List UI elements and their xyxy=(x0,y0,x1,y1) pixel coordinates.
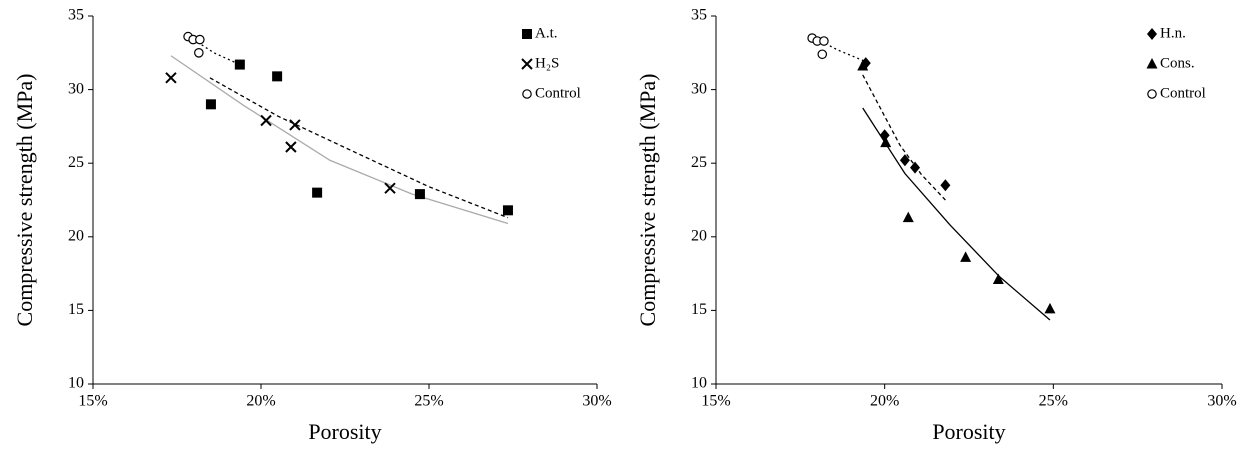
marker-square xyxy=(205,99,216,110)
x-tick-label: 15% xyxy=(78,393,107,410)
trendline xyxy=(862,74,946,201)
marker-circle xyxy=(817,49,828,60)
marker-triangle xyxy=(960,251,972,262)
legend-label: Control xyxy=(535,85,581,101)
y-tick-label: 10 xyxy=(68,375,84,392)
marker-diamond xyxy=(899,154,910,167)
y-tick-label: 25 xyxy=(68,154,84,171)
trendline xyxy=(862,107,1051,321)
marker-square xyxy=(272,71,283,82)
marker-square xyxy=(414,189,425,200)
marker-triangle xyxy=(992,273,1004,284)
marker-cross xyxy=(285,141,297,153)
y-tick-label: 15 xyxy=(691,301,707,318)
marker-diamond xyxy=(940,179,951,192)
y-tick-label: 10 xyxy=(691,375,707,392)
marker-triangle xyxy=(880,136,892,148)
legend-label: H.n. xyxy=(1160,25,1186,41)
x-tick-label: 30% xyxy=(582,393,611,410)
marker-cross xyxy=(289,119,301,131)
y-axis-label: Compressive strength (MPa) xyxy=(12,74,37,327)
y-tick-label: 30 xyxy=(691,80,707,97)
scatter-chart: 10 15 20 25 30 35 15% 20% 25% 30% Porosity Compress… xyxy=(12,7,612,444)
marker-square xyxy=(312,187,323,198)
marker-cross xyxy=(165,72,177,84)
legend-marker xyxy=(521,58,533,70)
legend-marker xyxy=(1147,89,1157,99)
trendline xyxy=(170,55,509,225)
scatter-chart: 10 15 20 25 30 35 15% 20% 25% 30% Porosity Compress… xyxy=(635,7,1237,444)
marker-circle xyxy=(819,36,829,46)
y-tick-label: 15 xyxy=(68,301,84,318)
x-tick-label: 20% xyxy=(870,393,899,410)
marker-cross xyxy=(384,182,396,194)
marker-diamond xyxy=(910,161,921,174)
x-tick-label: 25% xyxy=(414,393,443,410)
marker-triangle xyxy=(902,211,914,223)
legend-marker xyxy=(1147,28,1157,40)
legend-label: Cons. xyxy=(1160,55,1195,71)
legend-label: Control xyxy=(1160,85,1206,101)
marker-circle xyxy=(194,47,204,58)
y-tick-label: 20 xyxy=(691,227,707,244)
x-tick-label: 15% xyxy=(701,393,730,410)
marker-cross xyxy=(260,114,272,127)
legend-marker xyxy=(522,29,532,39)
marker-square xyxy=(234,59,245,70)
legend-label: A.t. xyxy=(535,25,558,41)
x-axis-label: Porosity xyxy=(308,419,381,444)
legend-marker xyxy=(1146,58,1158,69)
y-axis-label: Compressive strength (MPa) xyxy=(635,74,660,327)
marker-circle xyxy=(195,34,205,45)
y-tick-label: 35 xyxy=(691,7,707,24)
x-tick-label: 25% xyxy=(1039,393,1068,410)
y-tick-label: 30 xyxy=(68,80,84,97)
y-tick-label: 20 xyxy=(68,227,84,244)
y-tick-label: 25 xyxy=(691,154,707,171)
marker-diamond xyxy=(879,129,890,142)
marker-square xyxy=(502,205,513,216)
x-axis-label: Porosity xyxy=(932,419,1005,444)
x-tick-label: 30% xyxy=(1207,393,1236,410)
y-tick-label: 35 xyxy=(68,7,84,24)
x-tick-label: 20% xyxy=(246,393,275,410)
legend-label: H₂S xyxy=(535,55,559,71)
marker-triangle xyxy=(857,60,869,71)
marker-triangle xyxy=(1044,302,1056,314)
legend-marker xyxy=(522,89,532,99)
trendline xyxy=(209,77,509,219)
